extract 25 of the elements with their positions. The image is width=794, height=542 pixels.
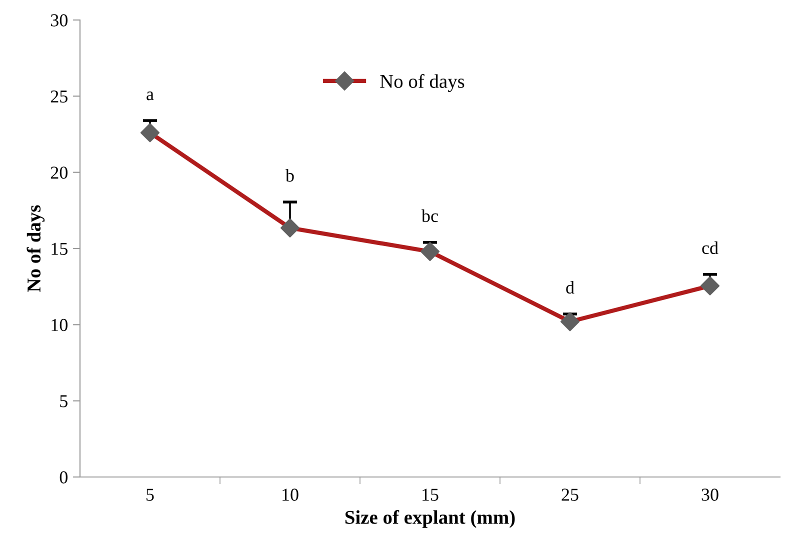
x-tick-label: 10	[282, 488, 298, 501]
y-tick-label: 30	[51, 14, 68, 26]
point	[560, 312, 580, 332]
y-tick-label: 10	[52, 318, 68, 332]
y-tick-label: 5	[60, 395, 68, 408]
y-tick-label: 25	[50, 90, 68, 103]
annotation: a	[146, 92, 154, 100]
point	[140, 123, 160, 142]
annotation: bc	[421, 209, 438, 222]
point	[700, 276, 720, 296]
legend-label: No of days	[380, 74, 464, 92]
point	[420, 242, 440, 262]
x-tick-label: 15	[422, 488, 438, 501]
annotation: cd	[702, 241, 718, 254]
y-tick-label: 15	[52, 242, 68, 255]
x-tick-label: 25	[562, 488, 578, 501]
x-tick-label: 30	[702, 488, 718, 501]
point	[280, 218, 300, 238]
annotation: d	[566, 280, 574, 294]
x-tick-label: 5	[146, 488, 154, 501]
y-axis-title: No of days	[26, 205, 45, 292]
y-tick-label: 0	[60, 471, 68, 484]
x-axis-title: Size of explant (mm)	[345, 510, 515, 528]
annotation: b	[285, 169, 294, 182]
y-tick-label: 20	[50, 166, 68, 179]
